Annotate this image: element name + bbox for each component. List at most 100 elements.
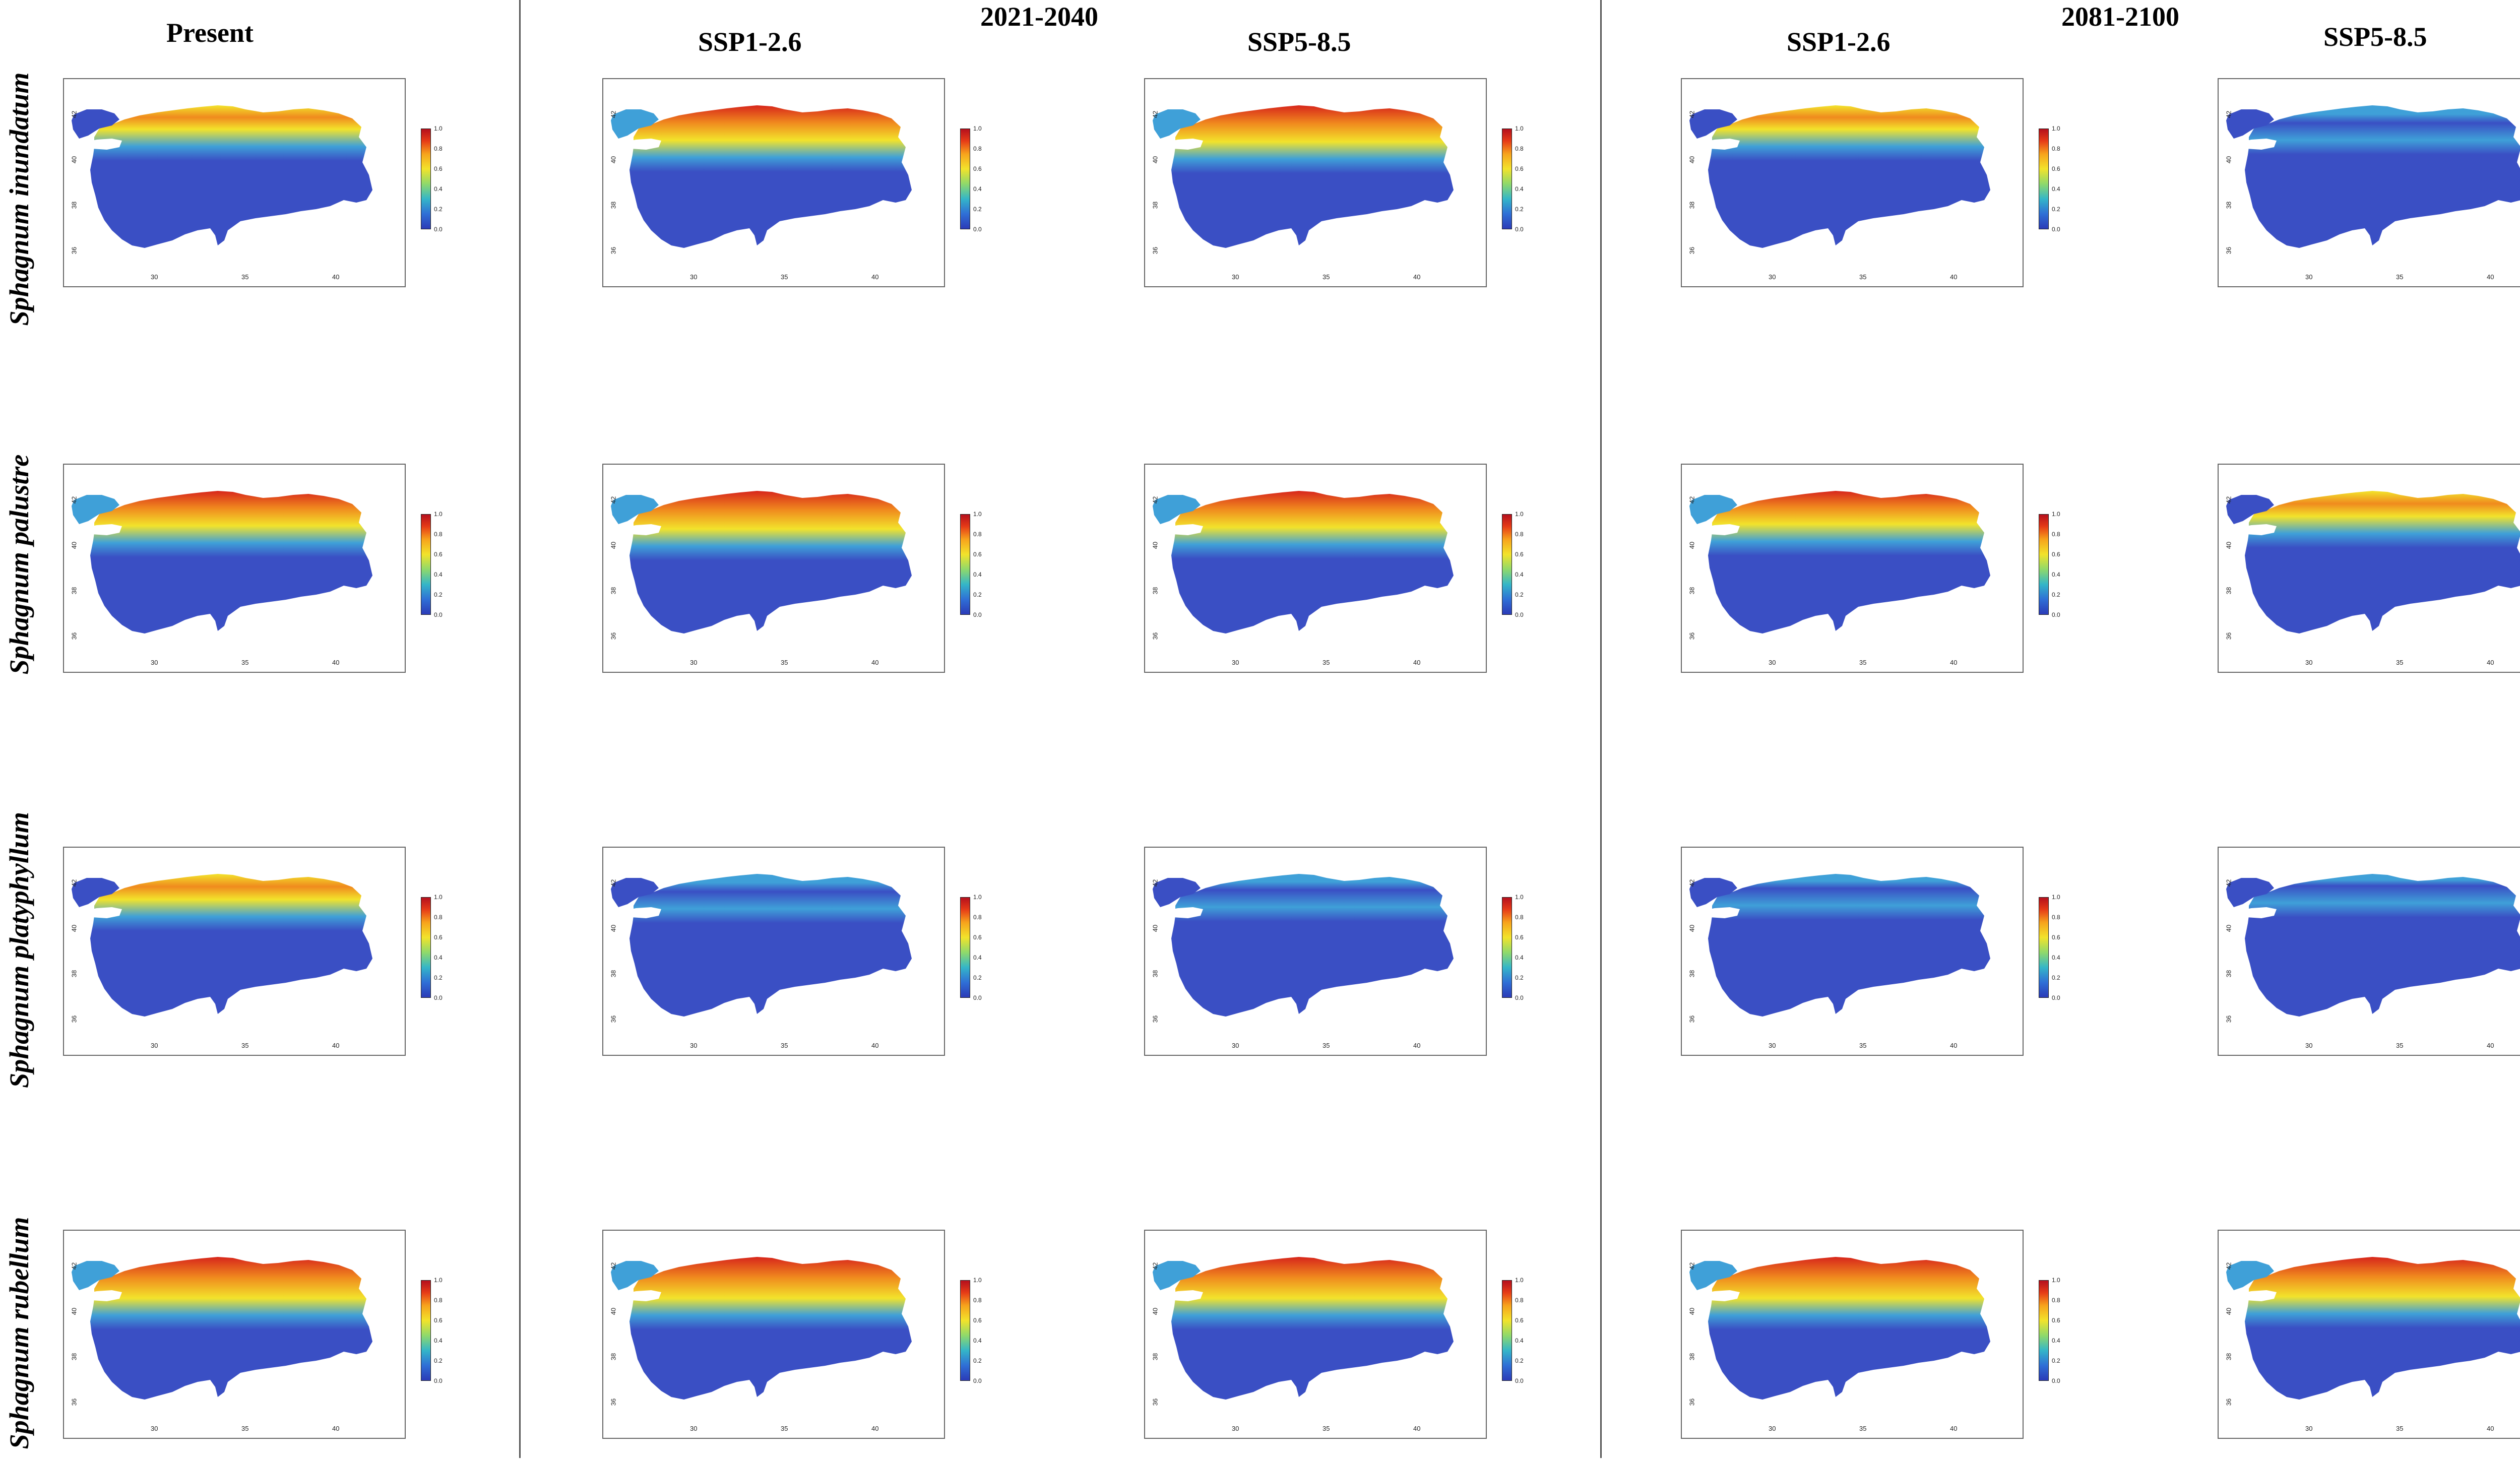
x-tick-label: 35 (1322, 1042, 1330, 1049)
map-frame: 30 35 40 42 40 38 36 (63, 1230, 406, 1439)
map-panel-rubellum-present: 30 35 40 42 40 38 36 1.0 0.8 0.6 0.4 0.2 0.0 (63, 1230, 466, 1459)
colorbar-label: 0.4 (1515, 1337, 1524, 1344)
marmara-sea (1164, 139, 1203, 150)
colorbar (2039, 1280, 2049, 1381)
colorbar-label: 0.4 (973, 954, 982, 961)
colorbar-label: 0.8 (1515, 1297, 1524, 1304)
thrace-region (2226, 495, 2274, 524)
thrace-region (1689, 495, 1737, 524)
map-frame: 30 35 40 42 40 38 36 (63, 847, 406, 1056)
thrace-region (1153, 109, 1201, 139)
x-tick-label: 35 (241, 1042, 249, 1049)
y-tick-label: 38 (2225, 587, 2233, 595)
y-tick-label: 42 (70, 496, 78, 504)
anatolia-region (2245, 105, 2520, 248)
colorbar (421, 129, 431, 229)
x-tick-label: 30 (1769, 1425, 1776, 1432)
turkey-map (72, 491, 372, 633)
marmara-sea (2238, 139, 2277, 150)
anatolia-region (1171, 1257, 1454, 1400)
marmara-sea (622, 907, 661, 918)
x-tick-label: 30 (690, 273, 698, 281)
map-frame: 30 35 40 42 40 38 36 (1144, 464, 1487, 673)
colorbar-label: 0.4 (2052, 571, 2060, 578)
thrace-region (1153, 1261, 1201, 1290)
anatolia-region (629, 491, 912, 633)
x-tick-label: 30 (151, 273, 158, 281)
colorbar-label: 0.6 (973, 165, 982, 172)
colorbar-label: 0.8 (973, 531, 982, 538)
map-panel-rubellum-ssp126-2040: 30 35 40 42 40 38 36 1.0 0.8 0.6 0.4 0.2 0.0 (602, 1230, 1005, 1459)
map-panel-palustre-ssp126-2100: 30 35 40 42 40 38 36 1.0 0.8 0.6 0.4 0.2 0.0 (1681, 464, 2084, 693)
colorbar (2039, 897, 2049, 998)
y-tick-label: 40 (1151, 1307, 1159, 1315)
x-tick-label: 40 (871, 1042, 879, 1049)
y-tick-label: 36 (1151, 1015, 1159, 1023)
turkey-map (1153, 1257, 1454, 1400)
y-tick-label: 38 (609, 970, 617, 978)
map-frame: 30 35 40 42 40 38 36 (1681, 464, 2024, 673)
marmara-sea (83, 139, 122, 150)
thrace-region (611, 109, 659, 139)
y-tick-label: 38 (1151, 201, 1159, 209)
colorbar-label: 0.0 (973, 994, 982, 1001)
y-tick-label: 38 (2225, 201, 2233, 209)
anatolia-region (90, 874, 372, 1017)
y-tick-label: 36 (1151, 632, 1159, 640)
y-tick-label: 38 (609, 1353, 617, 1361)
x-tick-label: 35 (1859, 273, 1867, 281)
x-tick-label: 30 (1769, 273, 1776, 281)
header-present: Present (166, 18, 254, 48)
anatolia-region (1708, 1257, 1990, 1400)
colorbar-label: 1.0 (973, 511, 982, 518)
map-frame: 30 35 40 42 40 38 36 (1144, 1230, 1487, 1439)
colorbar-label: 0.0 (1515, 611, 1524, 618)
colorbar (960, 129, 970, 229)
divider-periods (1600, 0, 1602, 1458)
y-tick-label: 38 (1688, 1353, 1696, 1361)
y-tick-label: 36 (70, 1015, 78, 1023)
colorbar-label: 0.6 (434, 551, 443, 558)
marmara-sea (83, 524, 122, 535)
y-tick-label: 40 (1151, 924, 1159, 932)
colorbar-label: 0.8 (973, 145, 982, 152)
y-tick-label: 36 (1151, 246, 1159, 255)
turkey-map (611, 1257, 912, 1400)
x-tick-label: 40 (1413, 659, 1421, 666)
header-ssp585-2100: SSP5-8.5 (2323, 22, 2427, 52)
x-tick-label: 35 (1322, 273, 1330, 281)
species-label-palustre: Sphagnum palustre (4, 454, 34, 675)
x-tick-label: 30 (151, 659, 158, 666)
map-frame: 30 35 40 42 40 38 36 (1144, 78, 1487, 287)
colorbar (421, 514, 431, 615)
colorbar-label: 0.4 (434, 954, 443, 961)
colorbar-label: 0.4 (973, 1337, 982, 1344)
y-tick-label: 38 (1151, 970, 1159, 978)
y-tick-label: 42 (609, 110, 617, 118)
anatolia-region (629, 105, 912, 248)
x-tick-label: 35 (781, 273, 788, 281)
colorbar-label: 0.6 (1515, 165, 1524, 172)
x-tick-label: 30 (1232, 1042, 1239, 1049)
y-tick-label: 42 (609, 1262, 617, 1270)
colorbar-label: 0.6 (2052, 1317, 2060, 1324)
marmara-sea (1164, 524, 1203, 535)
map-frame: 30 35 40 42 40 38 36 (1681, 1230, 2024, 1439)
thrace-region (1689, 1261, 1737, 1290)
map-frame: 30 35 40 42 40 38 36 (2218, 847, 2520, 1056)
colorbar-label: 0.2 (1515, 591, 1524, 598)
thrace-region (1153, 878, 1201, 907)
map-panel-inundatum-ssp126-2100: 30 35 40 42 40 38 36 1.0 0.8 0.6 0.4 0.2 0.0 (1681, 78, 2084, 307)
colorbar-label: 1.0 (1515, 1277, 1524, 1284)
colorbar-label: 1.0 (434, 511, 443, 518)
map-frame: 30 35 40 42 40 38 36 (63, 78, 406, 287)
y-tick-label: 36 (1688, 1015, 1696, 1023)
map-frame: 30 35 40 42 40 38 36 (602, 78, 945, 287)
y-tick-label: 36 (2225, 246, 2233, 255)
y-tick-label: 36 (70, 246, 78, 255)
colorbar-label: 1.0 (973, 1277, 982, 1284)
colorbar-label: 1.0 (434, 125, 443, 132)
thrace-region (611, 878, 659, 907)
x-tick-label: 40 (2487, 659, 2494, 666)
